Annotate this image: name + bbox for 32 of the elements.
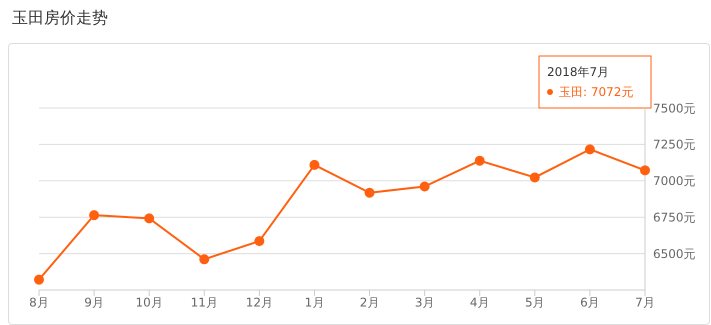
point <box>144 213 154 224</box>
point <box>420 181 430 192</box>
point <box>640 165 650 176</box>
chart-title: 玉田房价走势 <box>12 8 109 29</box>
x-tick-label: 9月 <box>84 296 104 310</box>
text: 2018年7月 <box>547 65 610 79</box>
point <box>199 254 210 264</box>
x-tick-label: 3月 <box>414 296 434 310</box>
x-tick-label: 8月 <box>29 296 49 310</box>
text: 玉田: 7072元 <box>559 85 634 99</box>
y-tick-label: 7500元 <box>653 101 696 116</box>
x-tick-label: 6月 <box>580 296 600 310</box>
x-tick-label: 12月 <box>246 296 274 310</box>
point <box>309 160 320 170</box>
point <box>89 210 100 220</box>
x-tick-label: 10月 <box>136 296 163 310</box>
point <box>474 156 485 166</box>
x-tick-label: 1月 <box>304 296 324 310</box>
x-tick-label: 11月 <box>190 296 218 310</box>
point <box>34 274 44 285</box>
point <box>530 172 540 182</box>
x-tick-label: 5月 <box>525 296 545 310</box>
y-tick-label: 7250元 <box>653 138 696 152</box>
x-tick-label: 7月 <box>635 296 655 310</box>
point <box>584 144 595 154</box>
x-tick-label: 2月 <box>360 296 380 310</box>
y-tick-label: 6750元 <box>653 210 696 224</box>
y-tick-label: 7000元 <box>653 174 696 188</box>
y-tick-label: 6500元 <box>653 246 696 261</box>
x-tick-label: 4月 <box>470 296 490 310</box>
point <box>254 236 264 246</box>
point <box>364 188 375 198</box>
